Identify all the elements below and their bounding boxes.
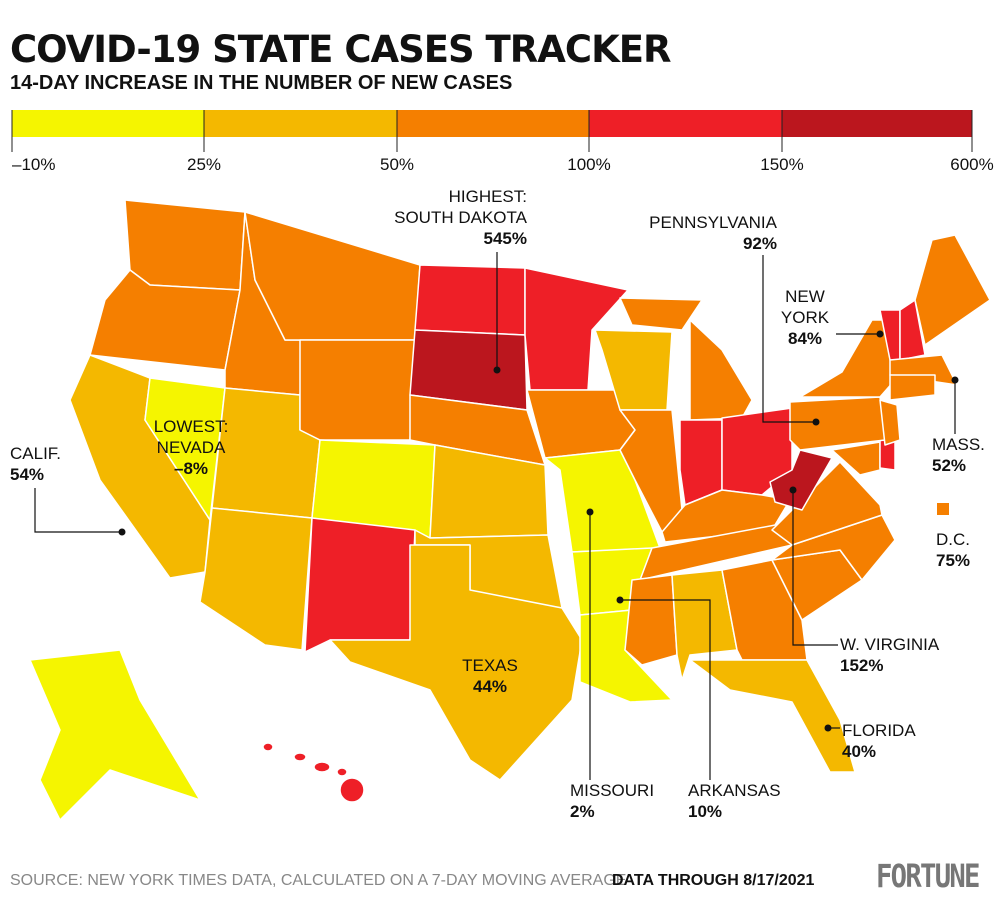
state-mi <box>689 319 753 421</box>
color-legend <box>11 110 973 152</box>
state-miu <box>619 297 703 331</box>
page-title: COVID-19 STATE CASES TRACKER <box>10 28 672 71</box>
state-hi <box>293 752 307 762</box>
callout-dot <box>951 376 959 384</box>
callout-south-dakota: HIGHEST: SOUTH DAKOTA 545% <box>394 187 527 248</box>
leader-line <box>620 599 711 780</box>
state-nh <box>899 299 926 361</box>
callout-arkansas: ARKANSAS 10% <box>688 781 781 821</box>
state-ct <box>889 374 936 401</box>
callout-nevada: LOWEST: NEVADA –8% <box>153 417 229 478</box>
callout-dot <box>876 330 884 338</box>
legend-tick: 50% <box>379 155 415 174</box>
callout-dot <box>824 724 832 732</box>
state-ak <box>29 649 201 821</box>
state-ms <box>624 574 678 666</box>
state-wv <box>769 449 833 511</box>
state-hi <box>336 767 348 777</box>
legend-swatch <box>589 110 782 137</box>
callout-calif: CALIF. 54% <box>10 444 62 484</box>
state-pa <box>789 396 886 451</box>
callout-dc: D.C. 75% <box>936 530 971 570</box>
legend-tick: –10% <box>12 155 56 174</box>
state-il <box>619 409 683 533</box>
state-fl <box>689 659 856 773</box>
legend-swatch <box>397 110 589 137</box>
callout-dot <box>789 486 797 494</box>
legend-swatch <box>204 110 397 137</box>
dc-marker <box>937 503 949 515</box>
callout-dot <box>616 596 624 604</box>
callout-new-york: NEW YORK 84% <box>780 287 830 348</box>
legend-tick: 600% <box>950 155 994 174</box>
state-me <box>914 234 991 346</box>
states <box>29 199 991 821</box>
state-az <box>199 507 313 651</box>
state-nd <box>414 264 526 336</box>
leader-line <box>762 255 816 423</box>
callout-dot <box>118 528 126 536</box>
state-hi <box>262 742 274 752</box>
callout-missouri: MISSOURI 2% <box>570 781 655 821</box>
state-wa <box>124 199 246 291</box>
leader-line <box>34 488 122 533</box>
leader-lines <box>34 252 959 780</box>
legend-tick: 150% <box>760 155 804 174</box>
fortune-logo: FORTUNE <box>876 857 980 895</box>
state-nj <box>879 399 901 446</box>
state-tx <box>329 544 583 781</box>
state-hi <box>313 761 331 773</box>
callout-florida: FLORIDA 40% <box>842 721 916 761</box>
state-md <box>831 441 881 476</box>
state-hi <box>339 777 365 803</box>
state-nm <box>304 517 416 653</box>
data-date: DATA THROUGH 8/17/2021 <box>612 872 815 889</box>
callout-mass: MASS. 52% <box>932 435 985 475</box>
callout-dot <box>493 366 501 374</box>
legend-tick: 25% <box>186 155 222 174</box>
legend-tick: 100% <box>567 155 611 174</box>
callout-pennsylvania: PENNSYLVANIA 92% <box>649 213 777 253</box>
callout-w-virginia: W. VIRGINIA 152% <box>840 635 940 675</box>
subtitle: 14-DAY INCREASE IN THE NUMBER OF NEW CAS… <box>10 72 513 94</box>
source-note: SOURCE: NEW YORK TIMES DATA, CALCULATED … <box>10 872 627 889</box>
callout-texas: TEXAS 44% <box>462 656 518 696</box>
leader-line <box>792 490 838 646</box>
state-wy <box>299 339 416 441</box>
legend-swatch <box>12 110 204 137</box>
legend-swatch <box>782 110 972 137</box>
callout-dot <box>586 508 594 516</box>
callout-dot <box>812 418 820 426</box>
